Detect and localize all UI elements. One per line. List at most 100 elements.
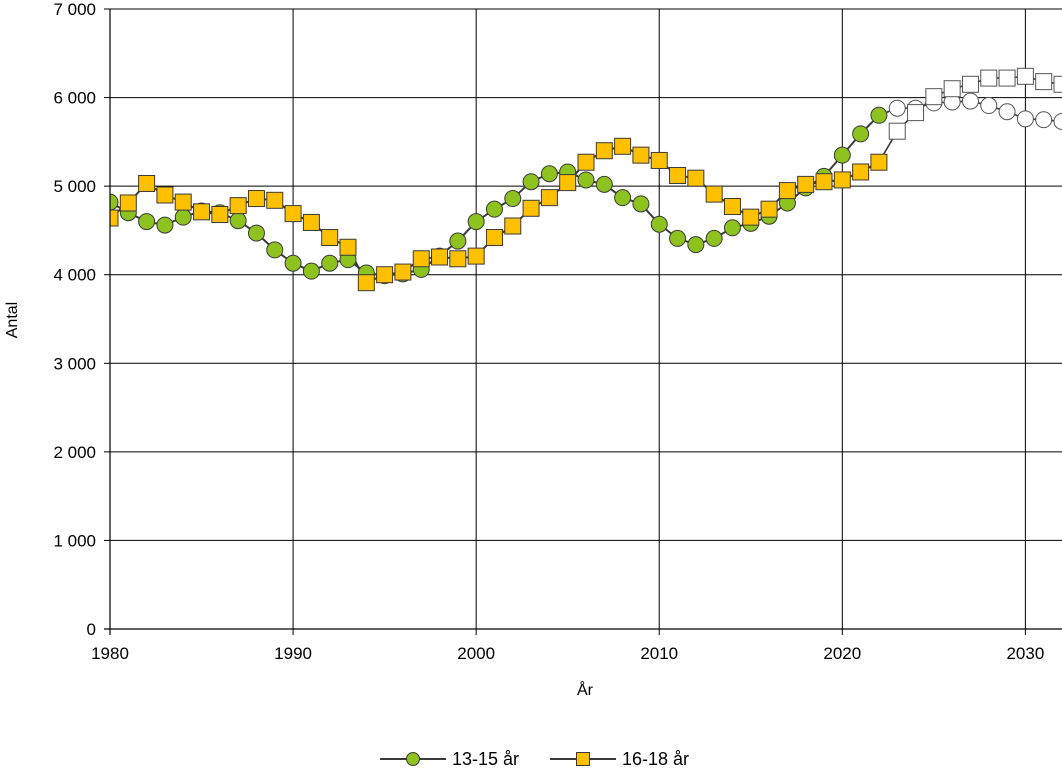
x-axis-label: År xyxy=(577,680,594,699)
point-13-15-2003 xyxy=(522,173,540,191)
point-16-18-2007 xyxy=(595,142,613,160)
point-13-15-1991 xyxy=(302,262,320,280)
y-tick-label: 1 000 xyxy=(53,531,96,550)
y-tick-label: 6 000 xyxy=(53,89,96,108)
point-16-18-1987 xyxy=(229,197,247,215)
point-13-15-1992 xyxy=(321,254,339,272)
point-16-18-2013 xyxy=(705,185,723,203)
point-16-18-1991 xyxy=(302,213,320,231)
point-16-18-2010 xyxy=(650,151,668,169)
point-16-18-2008 xyxy=(614,137,632,155)
point-16-18-1996 xyxy=(394,263,412,281)
point-13-15-2000 xyxy=(467,213,485,231)
point-13-15-1983 xyxy=(156,216,174,234)
point-16-18-1993 xyxy=(339,238,357,256)
point-13-15-2027 xyxy=(961,92,979,110)
point-13-15-2014 xyxy=(723,219,741,237)
point-16-18-2031 xyxy=(1035,73,1053,91)
point-16-18-1986 xyxy=(211,205,229,223)
point-16-18-1989 xyxy=(266,191,284,209)
point-16-18-2017 xyxy=(778,182,796,200)
point-13-15-2009 xyxy=(632,195,650,213)
point-16-18-1984 xyxy=(174,193,192,211)
x-tick-label: 2020 xyxy=(823,644,861,663)
point-16-18-2028 xyxy=(980,69,998,87)
point-16-18-2018 xyxy=(797,175,815,193)
point-16-18-1980 xyxy=(110,209,119,227)
point-16-18-1982 xyxy=(138,174,156,192)
point-13-15-1990 xyxy=(284,254,302,272)
point-13-15-2001 xyxy=(485,200,503,218)
point-16-18-1988 xyxy=(247,190,265,208)
point-16-18-1998 xyxy=(431,248,449,266)
point-13-15-1988 xyxy=(247,224,265,242)
point-13-15-2010 xyxy=(650,215,668,233)
point-13-15-2002 xyxy=(504,190,522,208)
point-16-18-2024 xyxy=(907,104,925,122)
y-tick-label: 3 000 xyxy=(53,354,96,373)
point-13-15-2013 xyxy=(705,229,723,247)
point-16-18-2025 xyxy=(925,88,943,106)
point-13-15-2006 xyxy=(577,171,595,189)
point-16-18-2030 xyxy=(1016,67,1034,85)
point-16-18-2023 xyxy=(888,122,906,140)
x-tick-label: 2010 xyxy=(640,644,678,663)
point-13-15-2030 xyxy=(1016,110,1034,128)
point-13-15-2023 xyxy=(888,99,906,117)
point-13-15-2022 xyxy=(870,106,888,124)
point-13-15-2032 xyxy=(1053,112,1062,130)
point-16-18-1983 xyxy=(156,186,174,204)
x-tick-label: 2000 xyxy=(457,644,495,663)
point-13-15-1984 xyxy=(174,208,192,226)
point-16-18-2032 xyxy=(1053,75,1062,93)
point-16-18-1997 xyxy=(412,250,430,268)
x-tick-label: 1980 xyxy=(91,644,129,663)
point-16-18-2006 xyxy=(577,153,595,171)
point-13-15-1982 xyxy=(138,213,156,231)
point-16-18-2019 xyxy=(815,173,833,191)
point-16-18-2012 xyxy=(687,169,705,187)
point-16-18-2004 xyxy=(540,189,558,207)
legend-marker-2 xyxy=(576,752,590,766)
point-13-15-2021 xyxy=(852,125,870,143)
y-tick-label: 2 000 xyxy=(53,443,96,462)
point-16-18-2003 xyxy=(522,199,540,217)
point-16-18-2022 xyxy=(870,153,888,171)
legend-label-2: 16-18 år xyxy=(622,749,689,769)
point-16-18-2011 xyxy=(669,167,687,185)
point-13-15-1980 xyxy=(110,193,119,211)
point-13-15-2004 xyxy=(540,165,558,183)
point-13-15-2031 xyxy=(1035,111,1053,129)
point-13-15-2012 xyxy=(687,236,705,254)
x-tick-label: 2030 xyxy=(1006,644,1044,663)
point-16-18-2020 xyxy=(833,171,851,189)
point-16-18-2002 xyxy=(504,217,522,235)
point-13-15-2008 xyxy=(614,189,632,207)
point-13-15-2029 xyxy=(998,103,1016,121)
point-16-18-2001 xyxy=(485,229,503,247)
point-16-18-2005 xyxy=(559,174,577,192)
series-line-1 xyxy=(110,114,880,277)
y-tick-label: 4 000 xyxy=(53,266,96,285)
point-16-18-1995 xyxy=(376,266,394,284)
point-16-18-2029 xyxy=(998,69,1016,87)
series-markers xyxy=(110,67,1062,292)
x-tick-label: 1990 xyxy=(274,644,312,663)
point-13-15-2011 xyxy=(669,229,687,247)
point-13-15-1999 xyxy=(449,232,467,250)
point-16-18-1994 xyxy=(357,274,375,292)
point-16-18-2009 xyxy=(632,146,650,164)
point-16-18-2026 xyxy=(943,80,961,98)
point-16-18-1999 xyxy=(449,250,467,268)
y-tick-label: 5 000 xyxy=(53,177,96,196)
legend-label-1: 13-15 år xyxy=(452,749,519,769)
point-13-15-1987 xyxy=(229,212,247,230)
y-axis-label: Antal xyxy=(4,302,21,338)
point-16-18-1985 xyxy=(193,203,211,221)
point-16-18-2027 xyxy=(961,75,979,93)
point-16-18-2016 xyxy=(760,200,778,218)
point-16-18-2015 xyxy=(742,208,760,226)
y-tick-label: 0 xyxy=(87,620,96,639)
